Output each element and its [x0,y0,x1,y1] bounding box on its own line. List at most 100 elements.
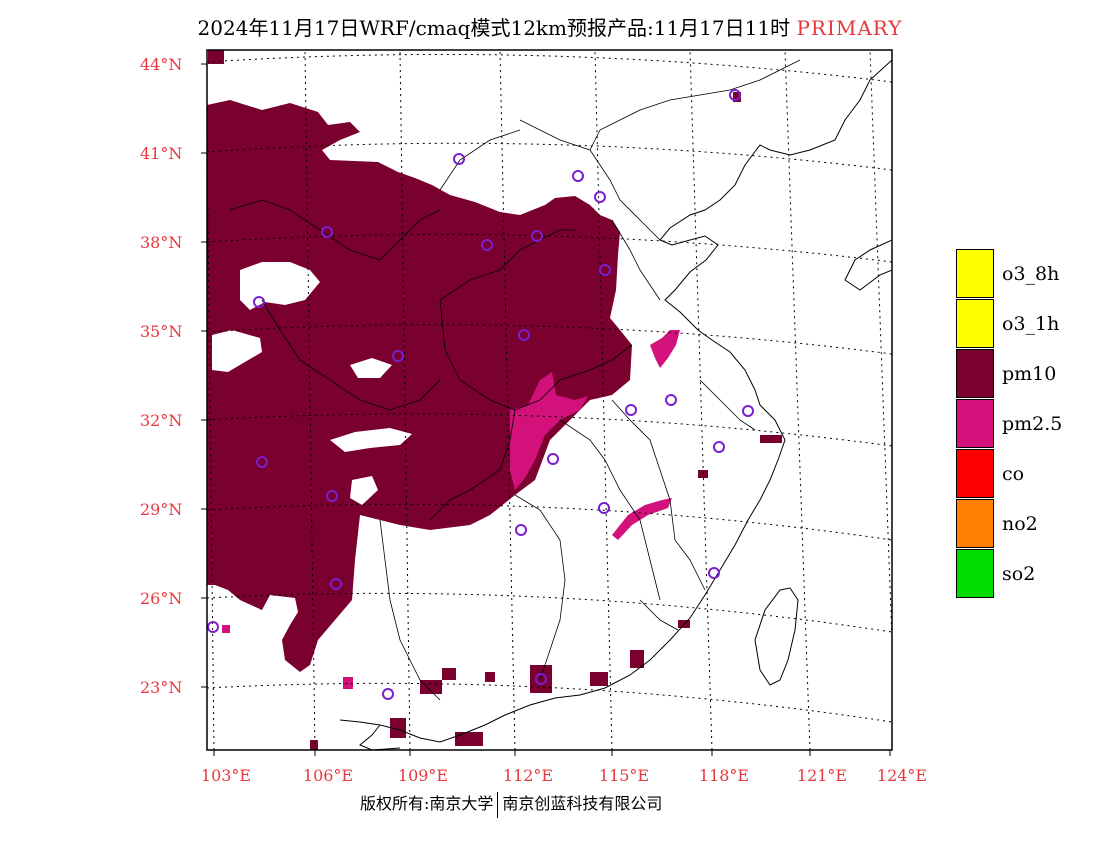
lon-label: 115°E [598,766,650,785]
legend-label: o3_1h [1002,313,1060,335]
lon-label: 121°E [796,766,848,785]
pm10-patch [530,665,552,693]
title-primary-tag: PRIMARY [796,16,903,40]
station-marker [535,673,547,685]
lat-label: 26°N [140,589,183,608]
pm10-patch [208,50,224,64]
pm10-patch [390,718,406,738]
legend-item-so2: so2 [956,549,1096,599]
legend-swatch [956,349,994,398]
lat-label: 41°N [140,144,183,163]
station-marker [729,89,741,101]
lon-label: 124°E [876,766,928,785]
station-marker [321,226,333,238]
pm10-patch [420,680,442,694]
pm10-patch [310,740,318,750]
graticule [207,50,892,750]
station-marker [518,329,530,341]
legend-swatch [956,399,994,448]
pm25-patch [222,625,230,633]
legend-label: pm10 [1002,363,1057,385]
lat-label: 32°N [140,411,183,430]
legend-item-pm25: pm2.5 [956,399,1096,449]
lat-label: 29°N [140,500,183,519]
pm10-patch [485,672,495,682]
station-marker [572,170,584,182]
legend-label: co [1002,463,1025,485]
pm10-patch [442,668,456,680]
pm10-region-main [207,100,632,672]
copyright-owner: 版权所有:南京大学 [360,794,494,813]
pollutant-legend: o3_8h o3_1h pm10 pm2.5 co no2 so2 [956,249,1096,599]
station-marker [594,191,606,203]
province-borders [229,59,801,701]
station-marker [708,567,720,579]
copyright-company: 南京创蓝科技有限公司 [502,794,663,813]
legend-item-o3-1h: o3_1h [956,299,1096,349]
station-marker [531,230,543,242]
legend-swatch [956,449,994,498]
legend-swatch [956,549,994,598]
pm25-region-hunan [510,372,588,490]
pm10-gap-sw [212,330,262,372]
station-marker [382,688,394,700]
axis-ticks [201,63,891,756]
coastline [339,59,892,750]
station-marker [481,239,493,251]
pm10-patch [455,732,483,746]
legend-swatch [956,249,994,298]
station-marker [515,524,527,536]
station-marker [713,441,725,453]
station-marker [547,453,559,465]
legend-item-no2: no2 [956,499,1096,549]
legend-item-co: co [956,449,1096,499]
pm10-patch [733,92,741,102]
legend-label: o3_8h [1002,263,1060,285]
footer-separator [497,791,499,818]
legend-swatch [956,299,994,348]
copyright-footer: 版权所有:南京大学 南京创蓝科技有限公司 [360,790,662,818]
lat-label: 35°N [140,322,183,341]
station-marker [599,264,611,276]
lat-label: 23°N [140,678,183,697]
pm10-patch [760,435,782,443]
legend-swatch [956,499,994,548]
pm25-region-anhui [650,330,680,368]
station-marker [665,394,677,406]
title-text: 2024年11月17日WRF/cmaq模式12km预报产品:11月17日11时 [197,16,791,40]
station-marker [742,405,754,417]
station-marker [625,404,637,416]
pm10-gap-sichuan [330,428,412,452]
map-frame [206,49,893,751]
pm10-patch [630,650,644,668]
legend-item-o3-8h: o3_8h [956,249,1096,299]
station-marker [326,490,338,502]
lat-label: 44°N [140,55,183,74]
station-marker [392,350,404,362]
station-marker [256,456,268,468]
lon-label: 106°E [302,766,354,785]
station-marker [453,153,465,165]
station-marker [207,621,219,633]
station-marker [330,578,342,590]
pm10-patch [590,672,608,686]
legend-label: no2 [1002,513,1038,535]
lon-label: 109°E [397,766,449,785]
map-title: 2024年11月17日WRF/cmaq模式12km预报产品:11月17日11时 … [0,12,1100,41]
lon-label: 112°E [502,766,554,785]
station-marker [598,502,610,514]
legend-label: pm2.5 [1002,413,1063,435]
station-markers [207,89,754,700]
lon-label: 118°E [698,766,750,785]
station-marker [253,296,265,308]
pm10-gap-inner [350,358,392,378]
lat-label: 38°N [140,233,183,252]
pm25-region-jiangxi [612,498,672,540]
pm25-patch [343,677,353,689]
legend-label: so2 [1002,563,1036,585]
pm10-gap-north [207,72,320,106]
lon-label: 103°E [200,766,252,785]
pm10-gap-guizhou [350,476,378,505]
legend-item-pm10: pm10 [956,349,1096,399]
